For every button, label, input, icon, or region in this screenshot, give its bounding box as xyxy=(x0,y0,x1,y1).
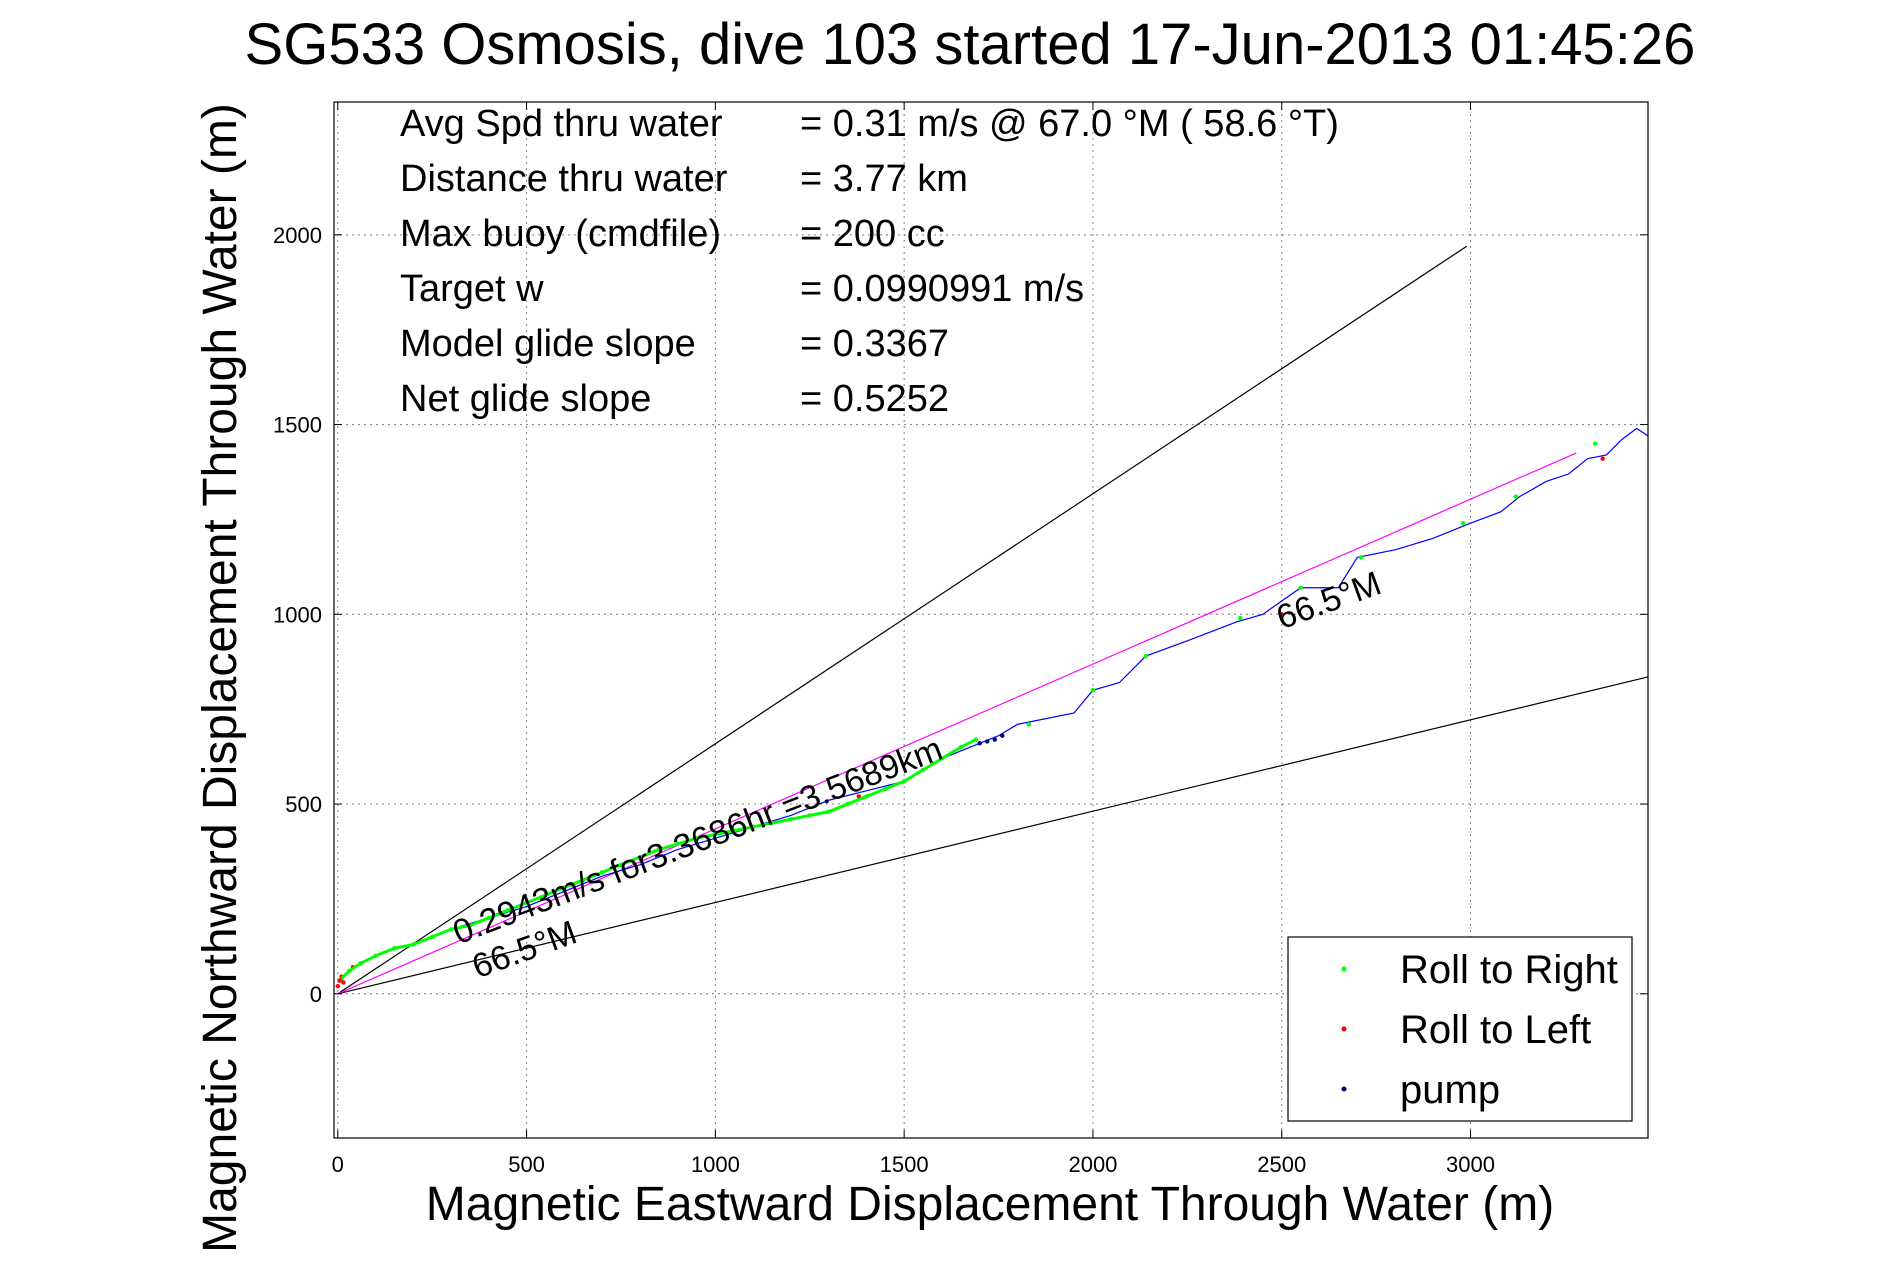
data-point xyxy=(1460,521,1466,526)
y-axis-label: Magnetic Northward Displacement Through … xyxy=(194,103,247,1253)
data-point xyxy=(1143,653,1149,659)
data-point xyxy=(985,739,990,744)
series-pump xyxy=(977,733,1005,746)
reference-line-lower-bound xyxy=(337,676,1649,995)
grid xyxy=(334,102,1648,1138)
data-point xyxy=(1600,456,1605,461)
info-label: Target w xyxy=(400,268,544,310)
info-value: = 0.0990991 m/s xyxy=(800,268,1084,310)
data-point xyxy=(1279,612,1284,617)
series-layer xyxy=(335,427,1649,989)
reference-line-heading-line xyxy=(337,452,1577,995)
data-point xyxy=(1298,585,1303,590)
info-label: Distance thru water xyxy=(400,158,728,200)
info-label: Max buoy (cmdfile) xyxy=(400,213,721,255)
info-label: Model glide slope xyxy=(400,323,696,365)
data-point xyxy=(337,978,342,983)
legend-entry: Roll to Left xyxy=(1400,1008,1591,1052)
data-point xyxy=(1000,733,1005,738)
legend-entry: Roll to Right xyxy=(1400,948,1618,992)
legend-marker xyxy=(1341,1086,1347,1092)
info-panel: Avg Spd thru water = 0.31 m/s @ 67.0 °M (… xyxy=(400,103,1339,420)
info-label: Avg Spd thru water xyxy=(400,103,723,145)
info-label: Net glide slope xyxy=(400,378,651,420)
legend: Roll to Right Roll to Left pump xyxy=(1287,936,1633,1122)
info-value: = 0.3367 xyxy=(800,323,949,365)
x-tick-label: 0 xyxy=(332,1152,344,1177)
info-value: = 3.77 km xyxy=(800,158,968,200)
data-point xyxy=(1513,494,1519,499)
y-tick-label: 500 xyxy=(285,792,322,817)
x-tick-label: 2500 xyxy=(1257,1152,1306,1177)
y-tick-label: 1500 xyxy=(273,413,322,438)
roll-to-right-trace xyxy=(340,738,977,980)
y-tick-label: 2000 xyxy=(273,223,322,248)
ticks: 0 500 1000 1500 2000 2500 3000 0 500 1000 1500 2000 xyxy=(273,102,1648,1177)
y-tick-label: 0 xyxy=(310,982,322,1007)
data-point xyxy=(1090,688,1096,693)
x-axis-label: Magnetic Eastward Displacement Through W… xyxy=(426,1178,1554,1231)
data-point xyxy=(341,980,346,985)
data-point xyxy=(977,741,982,746)
track-line xyxy=(337,427,1649,983)
y-tick-label: 1000 xyxy=(273,602,322,627)
reference-lines xyxy=(337,245,1649,995)
data-point xyxy=(1238,615,1243,621)
x-tick-label: 1000 xyxy=(691,1152,740,1177)
info-value: = 0.5252 xyxy=(800,378,949,420)
data-point xyxy=(992,737,997,742)
x-tick-label: 500 xyxy=(508,1152,545,1177)
info-value: = 200 cc xyxy=(800,213,945,255)
legend-entry: pump xyxy=(1400,1068,1500,1112)
data-point xyxy=(1026,722,1031,727)
x-tick-label: 1500 xyxy=(880,1152,929,1177)
data-point xyxy=(1358,555,1364,560)
axes-box xyxy=(333,101,1649,1139)
x-tick-label: 2000 xyxy=(1068,1152,1117,1177)
data-point xyxy=(335,984,340,989)
reference-line-upper-bound xyxy=(337,245,1468,995)
x-tick-label: 3000 xyxy=(1446,1152,1495,1177)
legend-marker xyxy=(1341,966,1347,972)
chart-title: SG533 Osmosis, dive 103 started 17-Jun-2… xyxy=(245,12,1696,77)
data-point xyxy=(1592,441,1598,446)
legend-marker xyxy=(1341,1026,1347,1032)
info-value: = 0.31 m/s @ 67.0 °M ( 58.6 °T) xyxy=(800,103,1339,145)
